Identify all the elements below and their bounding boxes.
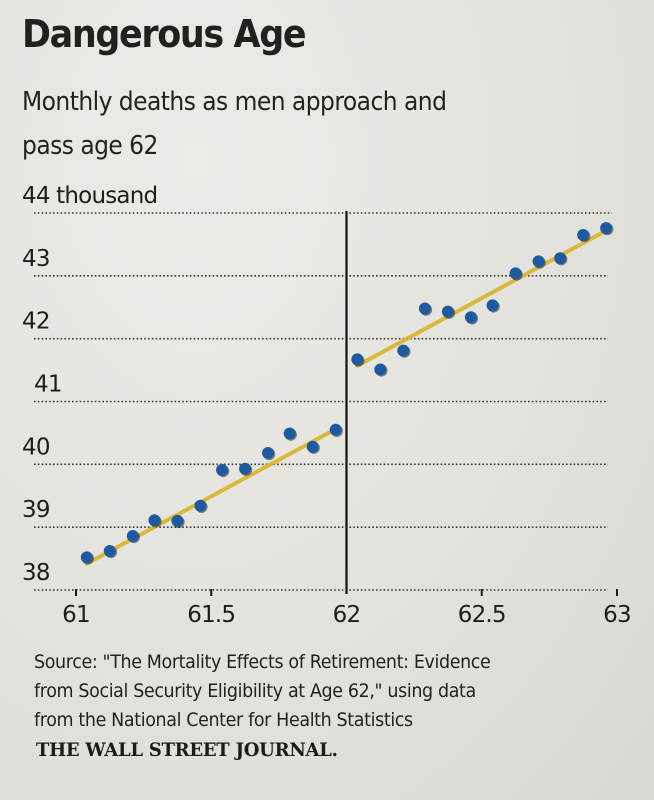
y-tick-label: 43 <box>22 246 50 272</box>
y-tick-label: 41 <box>34 372 62 398</box>
source-line-3: from the National Center for Health Stat… <box>34 709 413 731</box>
x-tick-label: 62 <box>333 602 361 628</box>
x-tick-label: 63 <box>603 602 631 628</box>
data-point <box>509 267 522 280</box>
subtitle-line-2: pass age 62 <box>22 131 158 161</box>
data-point <box>464 311 477 324</box>
x-axis: 61 61.5 62 62.5 63 <box>62 589 632 628</box>
data-point <box>194 499 207 512</box>
data-point <box>441 305 454 318</box>
data-point <box>126 529 139 542</box>
data-point <box>171 514 184 527</box>
data-point <box>397 344 410 357</box>
data-point <box>216 463 229 476</box>
x-tick-label: 61 <box>62 602 90 628</box>
data-point <box>103 545 116 558</box>
data-point <box>239 462 252 475</box>
data-point <box>351 353 364 366</box>
scatter-chart: 38 39 40 41 42 43 44 thousand 61 61.5 62 62.5 63 <box>22 183 632 628</box>
y-tick-label: 40 <box>22 434 50 460</box>
data-point <box>329 423 342 436</box>
publisher-logo: THE WALL STREET JOURNAL. <box>36 739 338 761</box>
gridlines <box>34 212 612 591</box>
source-line-1: Source: "The Mortality Effects of Retire… <box>34 651 491 673</box>
data-point <box>532 255 545 268</box>
chart-title: Dangerous Age <box>22 12 307 56</box>
trend-lines <box>84 228 609 566</box>
trend-line-2 <box>355 228 609 368</box>
data-point <box>418 302 431 315</box>
data-point <box>554 252 567 265</box>
subtitle-line-1: Monthly deaths as men approach and <box>22 87 447 117</box>
data-point <box>262 447 275 460</box>
data-point <box>374 363 387 376</box>
trend-line-1 <box>84 427 338 566</box>
y-axis-labels: 38 39 40 41 42 43 44 thousand <box>22 183 158 586</box>
source-line-2: from Social Security Eligibility at Age … <box>34 680 476 702</box>
y-tick-label: 44 thousand <box>22 183 157 209</box>
data-points <box>80 222 614 565</box>
data-point <box>148 514 161 527</box>
y-tick-label: 42 <box>22 309 50 335</box>
y-tick-label: 39 <box>22 497 50 523</box>
data-point <box>577 228 590 241</box>
source-note: Source: "The Mortality Effects of Retire… <box>34 648 595 735</box>
data-point <box>306 440 319 453</box>
data-point <box>283 427 296 440</box>
data-point <box>486 299 499 312</box>
chart-subtitle: Monthly deaths as men approach and pass … <box>22 80 580 168</box>
data-point <box>600 222 613 235</box>
x-tick-label: 62.5 <box>458 602 506 628</box>
y-tick-label: 38 <box>22 560 50 586</box>
data-point <box>80 551 93 564</box>
x-tick-label: 61.5 <box>187 602 235 628</box>
